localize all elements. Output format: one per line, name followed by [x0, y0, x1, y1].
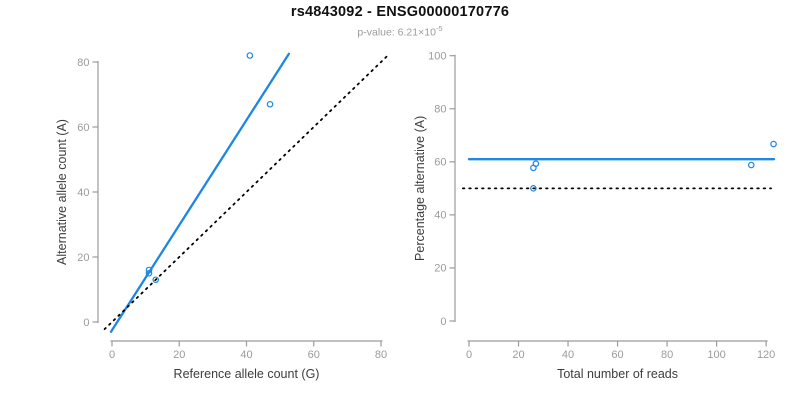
y-tick-label: 0 [83, 317, 89, 329]
figure-subtitle: p-value: 6.21×10-5 [0, 24, 800, 39]
y-tick-label: 40 [434, 210, 446, 222]
x-tick-label: 40 [240, 349, 252, 361]
y-axis-label: Percentage alternative (A) [413, 116, 427, 261]
x-tick-label: 60 [308, 349, 320, 361]
x-tick-label: 0 [466, 349, 472, 361]
data-point [145, 269, 153, 277]
x-axis-label: Total number of reads [557, 367, 678, 381]
data-point [530, 185, 537, 192]
data-point [246, 52, 254, 59]
y-tick-label: 40 [77, 187, 89, 199]
x-tick-label: 20 [173, 349, 185, 361]
left-plot-panel: 0 20 40 60 80 0 20 40 60 80 Reference allele count… [55, 52, 390, 381]
x-tick-label: 0 [109, 349, 115, 361]
pvalue-exponent: -5 [435, 24, 443, 33]
data-point [747, 161, 755, 169]
y-tick-label: 20 [434, 263, 446, 275]
y-tick-label: 80 [77, 57, 89, 69]
y-axis-label: Alternative allele count (A) [55, 119, 69, 265]
y-tick-label: 60 [434, 157, 446, 169]
data-point [266, 100, 274, 108]
y-tick-label: 60 [77, 122, 89, 134]
data-point [770, 140, 777, 148]
data-point [145, 266, 153, 274]
x-tick-label: 120 [757, 349, 775, 361]
figure-title: rs4843092 - ENSG00000170776 [290, 4, 510, 20]
x-tick-label: 60 [611, 349, 623, 361]
data-point [152, 276, 160, 284]
x-axis-label: Reference allele count (G) [174, 367, 320, 381]
identity-line [103, 53, 390, 331]
x-tick-label: 20 [512, 349, 524, 361]
data-point [530, 164, 537, 172]
x-tick-label: 80 [375, 349, 387, 361]
fit-line [109, 52, 291, 333]
y-tick-label: 20 [77, 252, 89, 264]
x-tick-label: 40 [562, 349, 574, 361]
right-plot-panel: 0 20 40 60 80 100 0 20 40 60 80 100 120 Total number … [413, 51, 777, 381]
y-tick-label: 0 [440, 316, 446, 328]
y-tick-label: 100 [428, 51, 446, 63]
pvalue-text: p-value: 6.21×10 [357, 26, 436, 39]
x-tick-label: 100 [707, 349, 725, 361]
x-tick-label: 80 [661, 349, 673, 361]
y-tick-label: 80 [434, 104, 446, 116]
